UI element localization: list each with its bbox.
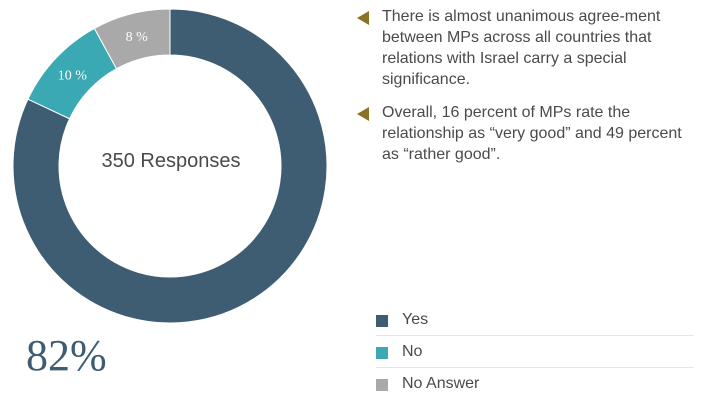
donut-center-label: 350 Responses [101,150,241,172]
legend-label: No [402,343,423,360]
slice-value-label: 8 % [126,30,149,45]
note-text: There is almost unanimous agree-ment bet… [382,8,661,88]
donut-slice-yes [12,8,328,324]
triangle-left-icon [357,107,369,121]
donut-slices [12,8,328,324]
legend-swatch [376,315,388,327]
legend-swatch [376,347,388,359]
triangle-left-icon [357,11,369,25]
highlight-percentage: 82% [26,331,107,380]
legend-item-yes: Yes [376,308,694,336]
slice-labels: 10 % 8 % [58,30,148,83]
donut-chart: 10 % 8 % [12,8,328,324]
chart-legend: Yes No No Answer [376,308,694,403]
slice-value-label: 10 % [58,68,88,83]
legend-label: Yes [402,311,429,328]
legend-item-no: No [376,340,694,368]
notes-list: There is almost unanimous agree-ment bet… [357,6,703,177]
note-item: There is almost unanimous agree-ment bet… [357,6,703,90]
legend-label: No Answer [402,375,480,392]
donut-slice-no-answer [93,8,171,70]
legend-item-no-answer: No Answer [376,372,694,399]
note-item: Overall, 16 percent of MPs rate the rela… [357,102,703,165]
legend-swatch [376,379,388,391]
note-text: Overall, 16 percent of MPs rate the rela… [382,104,682,163]
